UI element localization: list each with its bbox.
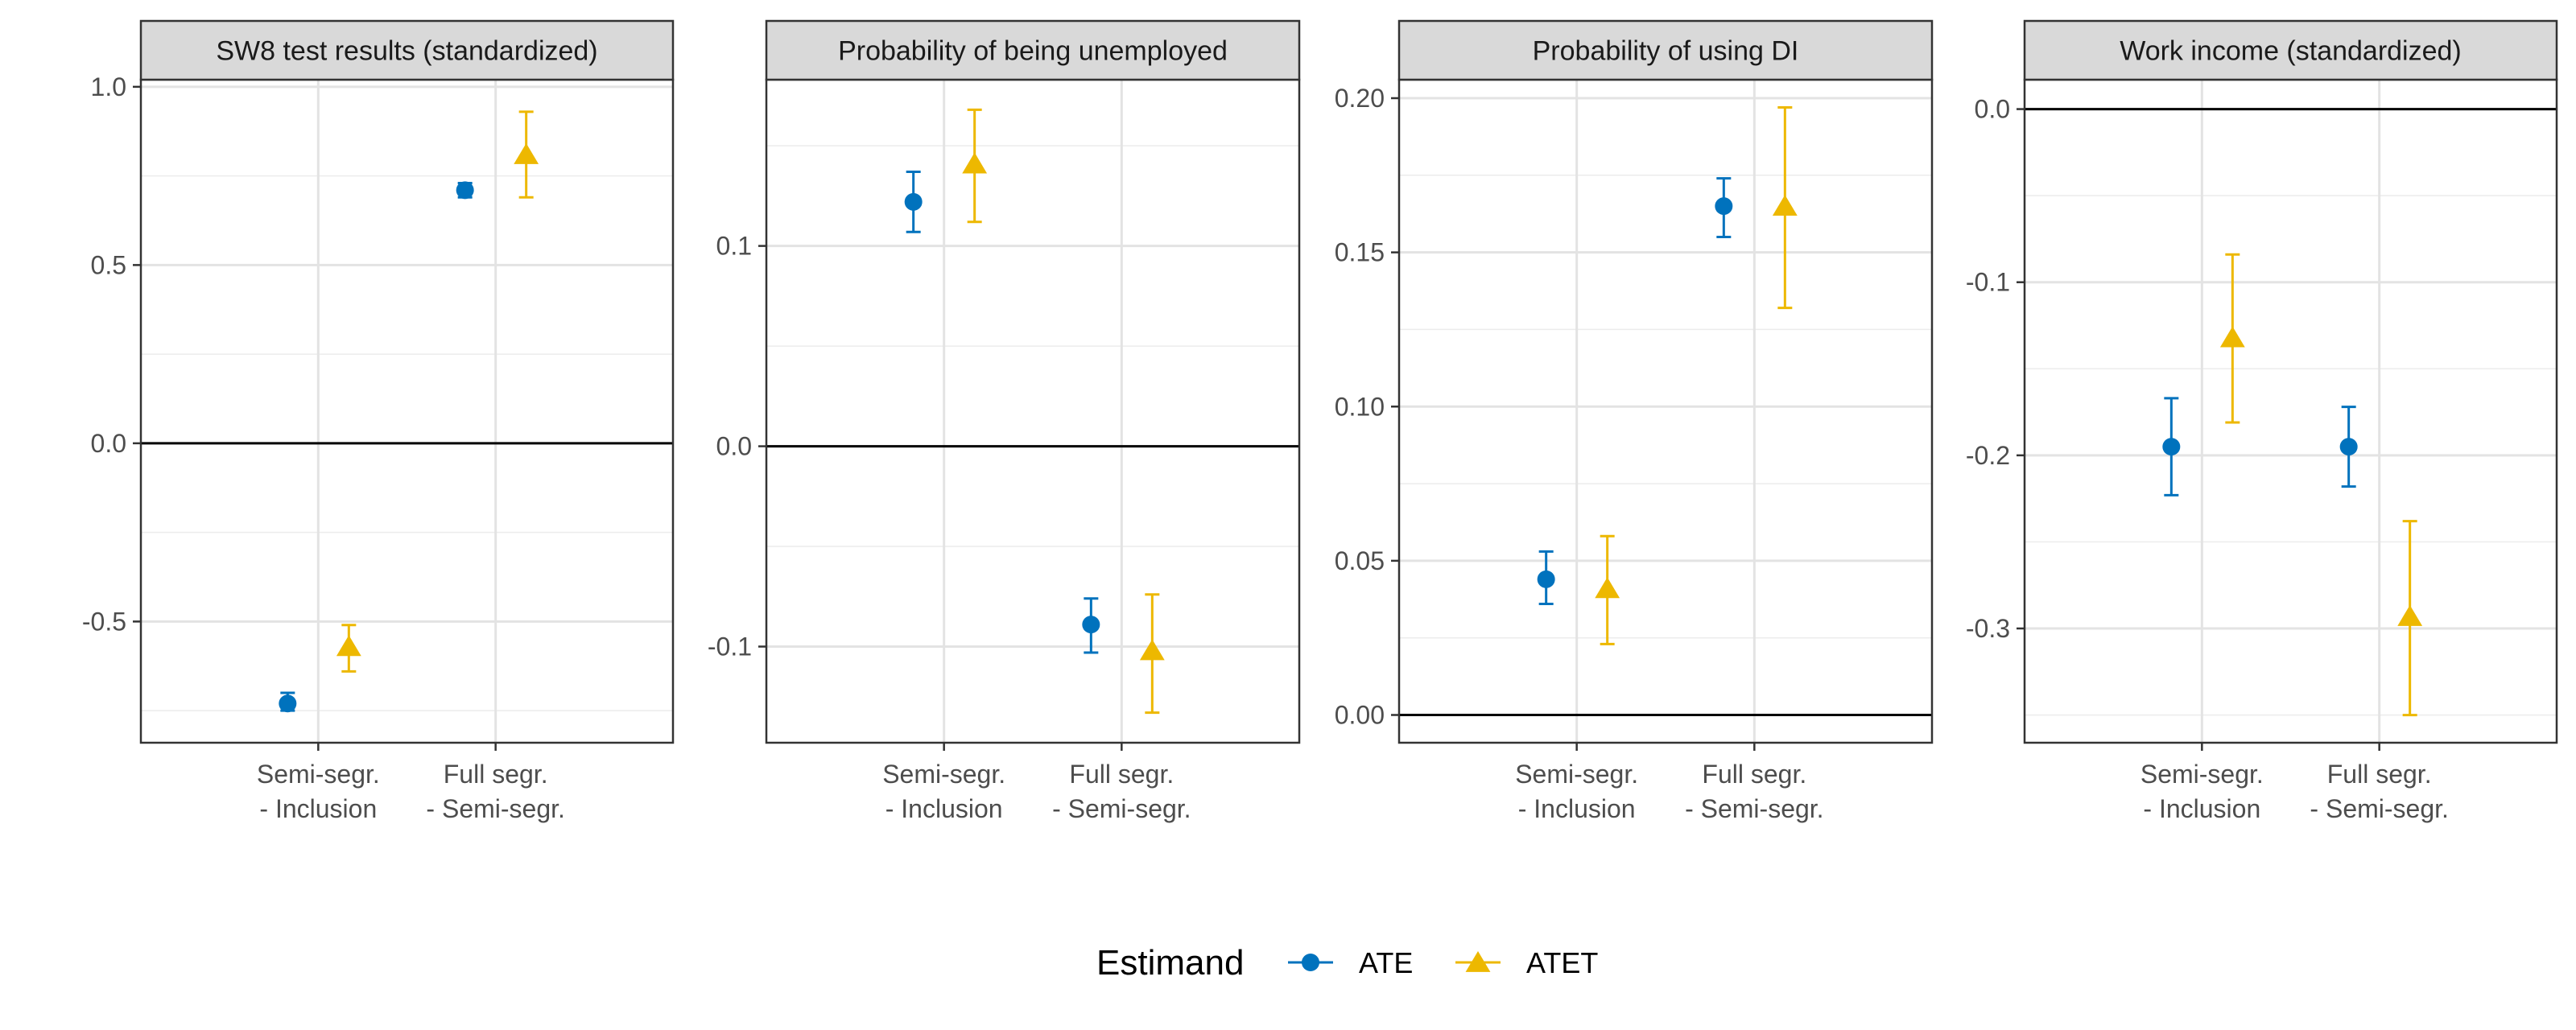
y-tick-label: 0.5 (91, 250, 126, 279)
data-point-atet (336, 635, 361, 657)
data-point-atet (1139, 639, 1165, 661)
x-tick-label: - Inclusion (259, 794, 377, 823)
data-point-atet (1595, 577, 1620, 599)
facet-strip (2023, 19, 2558, 81)
y-tick-label: 0.10 (1335, 392, 1385, 421)
facet-panel-1: SW8 test results (standardized) -0.5 0.0 0.… (82, 19, 675, 823)
x-tick-label: - Semi-segr. (2310, 794, 2448, 823)
x-tick-label: - Inclusion (1518, 794, 1636, 823)
facet-title: Probability of being unemployed (838, 36, 1228, 67)
data-point-ate (904, 192, 923, 211)
data-point-atet (2397, 604, 2423, 626)
y-tick-label: 1.0 (91, 72, 126, 101)
panel-border (139, 78, 675, 744)
x-tick-label: - Semi-segr. (1685, 794, 1823, 823)
x-tick-label: Semi-segr. (1515, 760, 1638, 789)
legend-label: ATE (1359, 946, 1413, 979)
y-tick-label: 0.15 (1335, 238, 1385, 267)
y-tick-label: 0.00 (1335, 701, 1385, 730)
x-tick-label: Full segr. (444, 760, 548, 789)
legend-marker-atet (1465, 951, 1491, 972)
legend-marker-ate (1302, 954, 1319, 971)
y-tick-label: -0.5 (82, 607, 126, 636)
legend-key-ate (1288, 954, 1333, 971)
panel-border (765, 78, 1301, 744)
facet-strip (1397, 19, 1934, 81)
facet-panel-3: Probability of using DI 0.00 0.05 0.10 0.15 0… (1335, 19, 1934, 823)
x-tick-label: - Inclusion (886, 794, 1003, 823)
x-tick-label: Semi-segr. (2140, 760, 2264, 789)
y-tick-label: -0.1 (708, 632, 752, 661)
panel-border (2023, 78, 2558, 744)
facet-strip (765, 19, 1301, 81)
data-point-atet (962, 152, 988, 174)
facet-panel-2: Probability of being unemployed -0.1 0.0 0.… (708, 19, 1301, 823)
y-tick-label: 0.05 (1335, 546, 1385, 575)
data-point-ate (2339, 438, 2358, 456)
facet-title: Work income (standardized) (2120, 36, 2462, 67)
data-point-ate (2162, 438, 2181, 456)
legend-key-atet (1455, 951, 1501, 972)
y-tick-label: 0.1 (716, 232, 752, 261)
y-tick-label: 0.20 (1335, 84, 1385, 113)
y-tick-label: -0.2 (1966, 441, 2010, 470)
y-tick-label: -0.1 (1966, 268, 2010, 297)
x-tick-label: Full segr. (1702, 760, 1806, 789)
facet-title: Probability of using DI (1533, 36, 1799, 67)
facet-strip (139, 19, 675, 81)
legend: Estimand ATE ATET (1096, 943, 1598, 983)
data-point-atet (1772, 195, 1798, 216)
y-tick-label: -0.3 (1966, 614, 2010, 643)
data-point-ate (279, 694, 297, 713)
data-point-ate (1537, 570, 1555, 588)
y-tick-label: 0.0 (91, 429, 126, 458)
panel-border (1397, 78, 1934, 744)
data-point-ate (1715, 197, 1733, 216)
x-tick-label: Semi-segr. (882, 760, 1005, 789)
facet-title: SW8 test results (standardized) (216, 36, 597, 67)
x-tick-label: - Semi-segr. (426, 794, 564, 823)
legend-label: ATET (1526, 946, 1598, 979)
y-tick-label: 0.0 (716, 432, 752, 461)
x-tick-label: Semi-segr. (257, 760, 380, 789)
data-point-atet (2219, 326, 2245, 348)
legend-title: Estimand (1096, 943, 1244, 983)
x-tick-label: - Inclusion (2143, 794, 2260, 823)
x-tick-label: - Semi-segr. (1052, 794, 1191, 823)
data-point-atet (514, 143, 539, 164)
y-tick-label: 0.0 (1975, 95, 2010, 124)
data-point-ate (1082, 616, 1100, 634)
x-tick-label: Full segr. (1069, 760, 1174, 789)
facet-panel-4: Work income (standardized) -0.3 -0.2 -0.1 0.… (1966, 19, 2558, 823)
x-tick-label: Full segr. (2327, 760, 2432, 789)
data-point-ate (456, 181, 474, 200)
